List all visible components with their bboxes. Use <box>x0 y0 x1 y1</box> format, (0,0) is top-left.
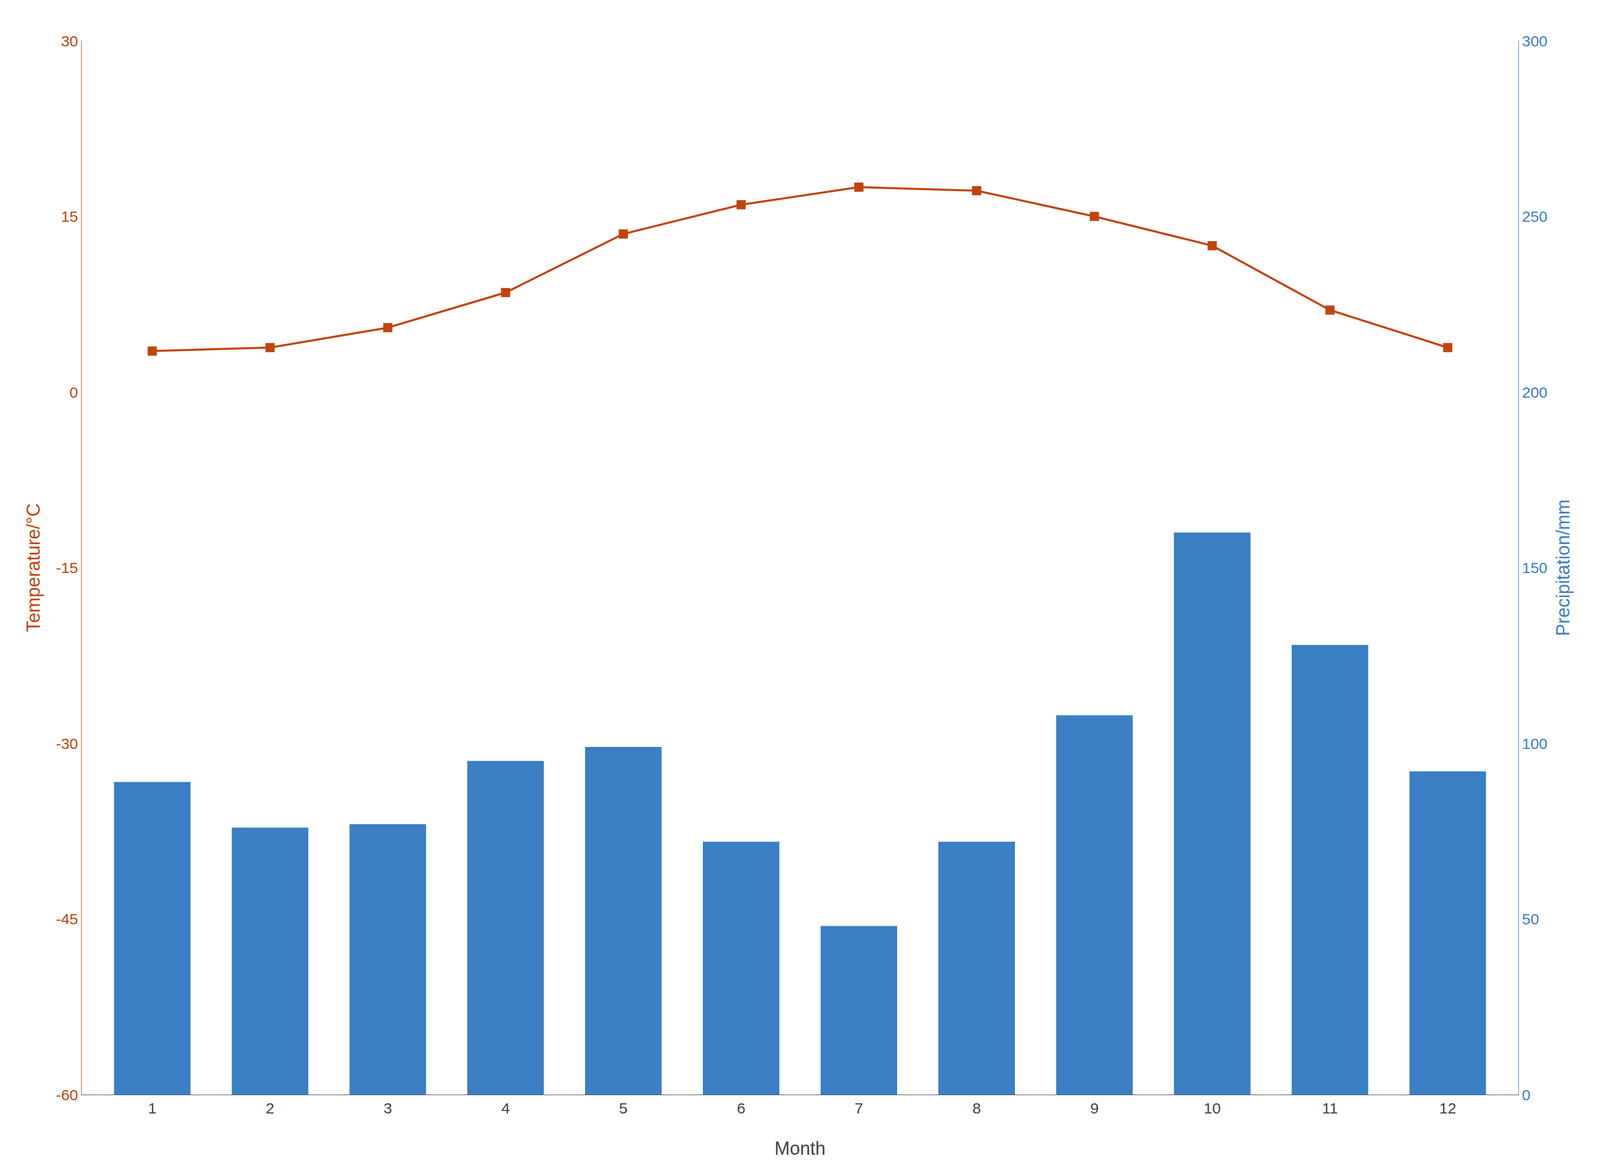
svg-text:50: 50 <box>1521 910 1539 928</box>
svg-text:200: 200 <box>1521 384 1548 401</box>
svg-text:5: 5 <box>619 1100 628 1117</box>
svg-text:Precipitation/mm: Precipitation/mm <box>1552 499 1574 637</box>
svg-text:4: 4 <box>501 1100 511 1117</box>
svg-text:12: 12 <box>1439 1100 1457 1117</box>
svg-text:Temperature/°C: Temperature/°C <box>22 503 44 633</box>
svg-text:100: 100 <box>1521 735 1548 753</box>
svg-text:3: 3 <box>383 1100 393 1117</box>
svg-text:-15: -15 <box>56 559 79 577</box>
svg-text:10: 10 <box>1203 1100 1221 1117</box>
svg-text:0: 0 <box>69 384 79 401</box>
svg-text:0: 0 <box>1521 1086 1531 1104</box>
svg-text:250: 250 <box>1521 208 1548 225</box>
svg-text:-60: -60 <box>56 1086 79 1104</box>
svg-text:11: 11 <box>1322 1100 1338 1117</box>
svg-text:-30: -30 <box>56 735 79 753</box>
svg-text:300: 300 <box>1521 32 1548 50</box>
svg-text:1: 1 <box>147 1100 157 1117</box>
svg-text:Month: Month <box>774 1138 826 1160</box>
svg-text:150: 150 <box>1521 559 1548 577</box>
svg-text:-45: -45 <box>56 910 79 928</box>
svg-text:7: 7 <box>854 1100 864 1117</box>
svg-text:15: 15 <box>61 208 79 225</box>
svg-text:2: 2 <box>265 1100 275 1117</box>
svg-text:6: 6 <box>737 1100 746 1117</box>
svg-text:30: 30 <box>61 32 79 50</box>
svg-text:8: 8 <box>972 1100 982 1117</box>
svg-text:9: 9 <box>1089 1100 1099 1117</box>
